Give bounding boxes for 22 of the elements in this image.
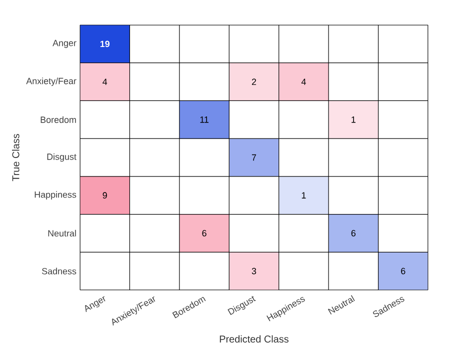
x-axis-title: Predicted Class	[220, 335, 289, 343]
y-tick-label: Disgust	[47, 153, 76, 162]
y-axis-title: True Class	[12, 134, 20, 182]
data-label: 11	[200, 116, 208, 123]
data-label: 9	[102, 192, 107, 199]
data-label: 6	[202, 230, 206, 236]
data-label: 3	[252, 268, 256, 274]
y-tick-label: Happiness	[34, 191, 76, 200]
data-label: 6	[401, 268, 406, 274]
data-label: 7	[252, 154, 256, 161]
data-label: 2	[252, 78, 256, 85]
data-label: 1	[302, 192, 306, 198]
y-tick-label: Sadness	[42, 268, 76, 274]
data-label: 4	[301, 78, 306, 85]
y-tick-label: Boredom	[40, 116, 76, 123]
y-tick-label: Neutral	[48, 230, 76, 237]
y-tick-label: Anxiety/Fear	[26, 78, 76, 86]
data-label: 1	[352, 116, 356, 123]
data-label: 19	[100, 40, 110, 48]
y-tick-label: Anger	[52, 40, 76, 48]
data-label: 6	[351, 230, 356, 236]
data-label: 4	[102, 78, 108, 85]
